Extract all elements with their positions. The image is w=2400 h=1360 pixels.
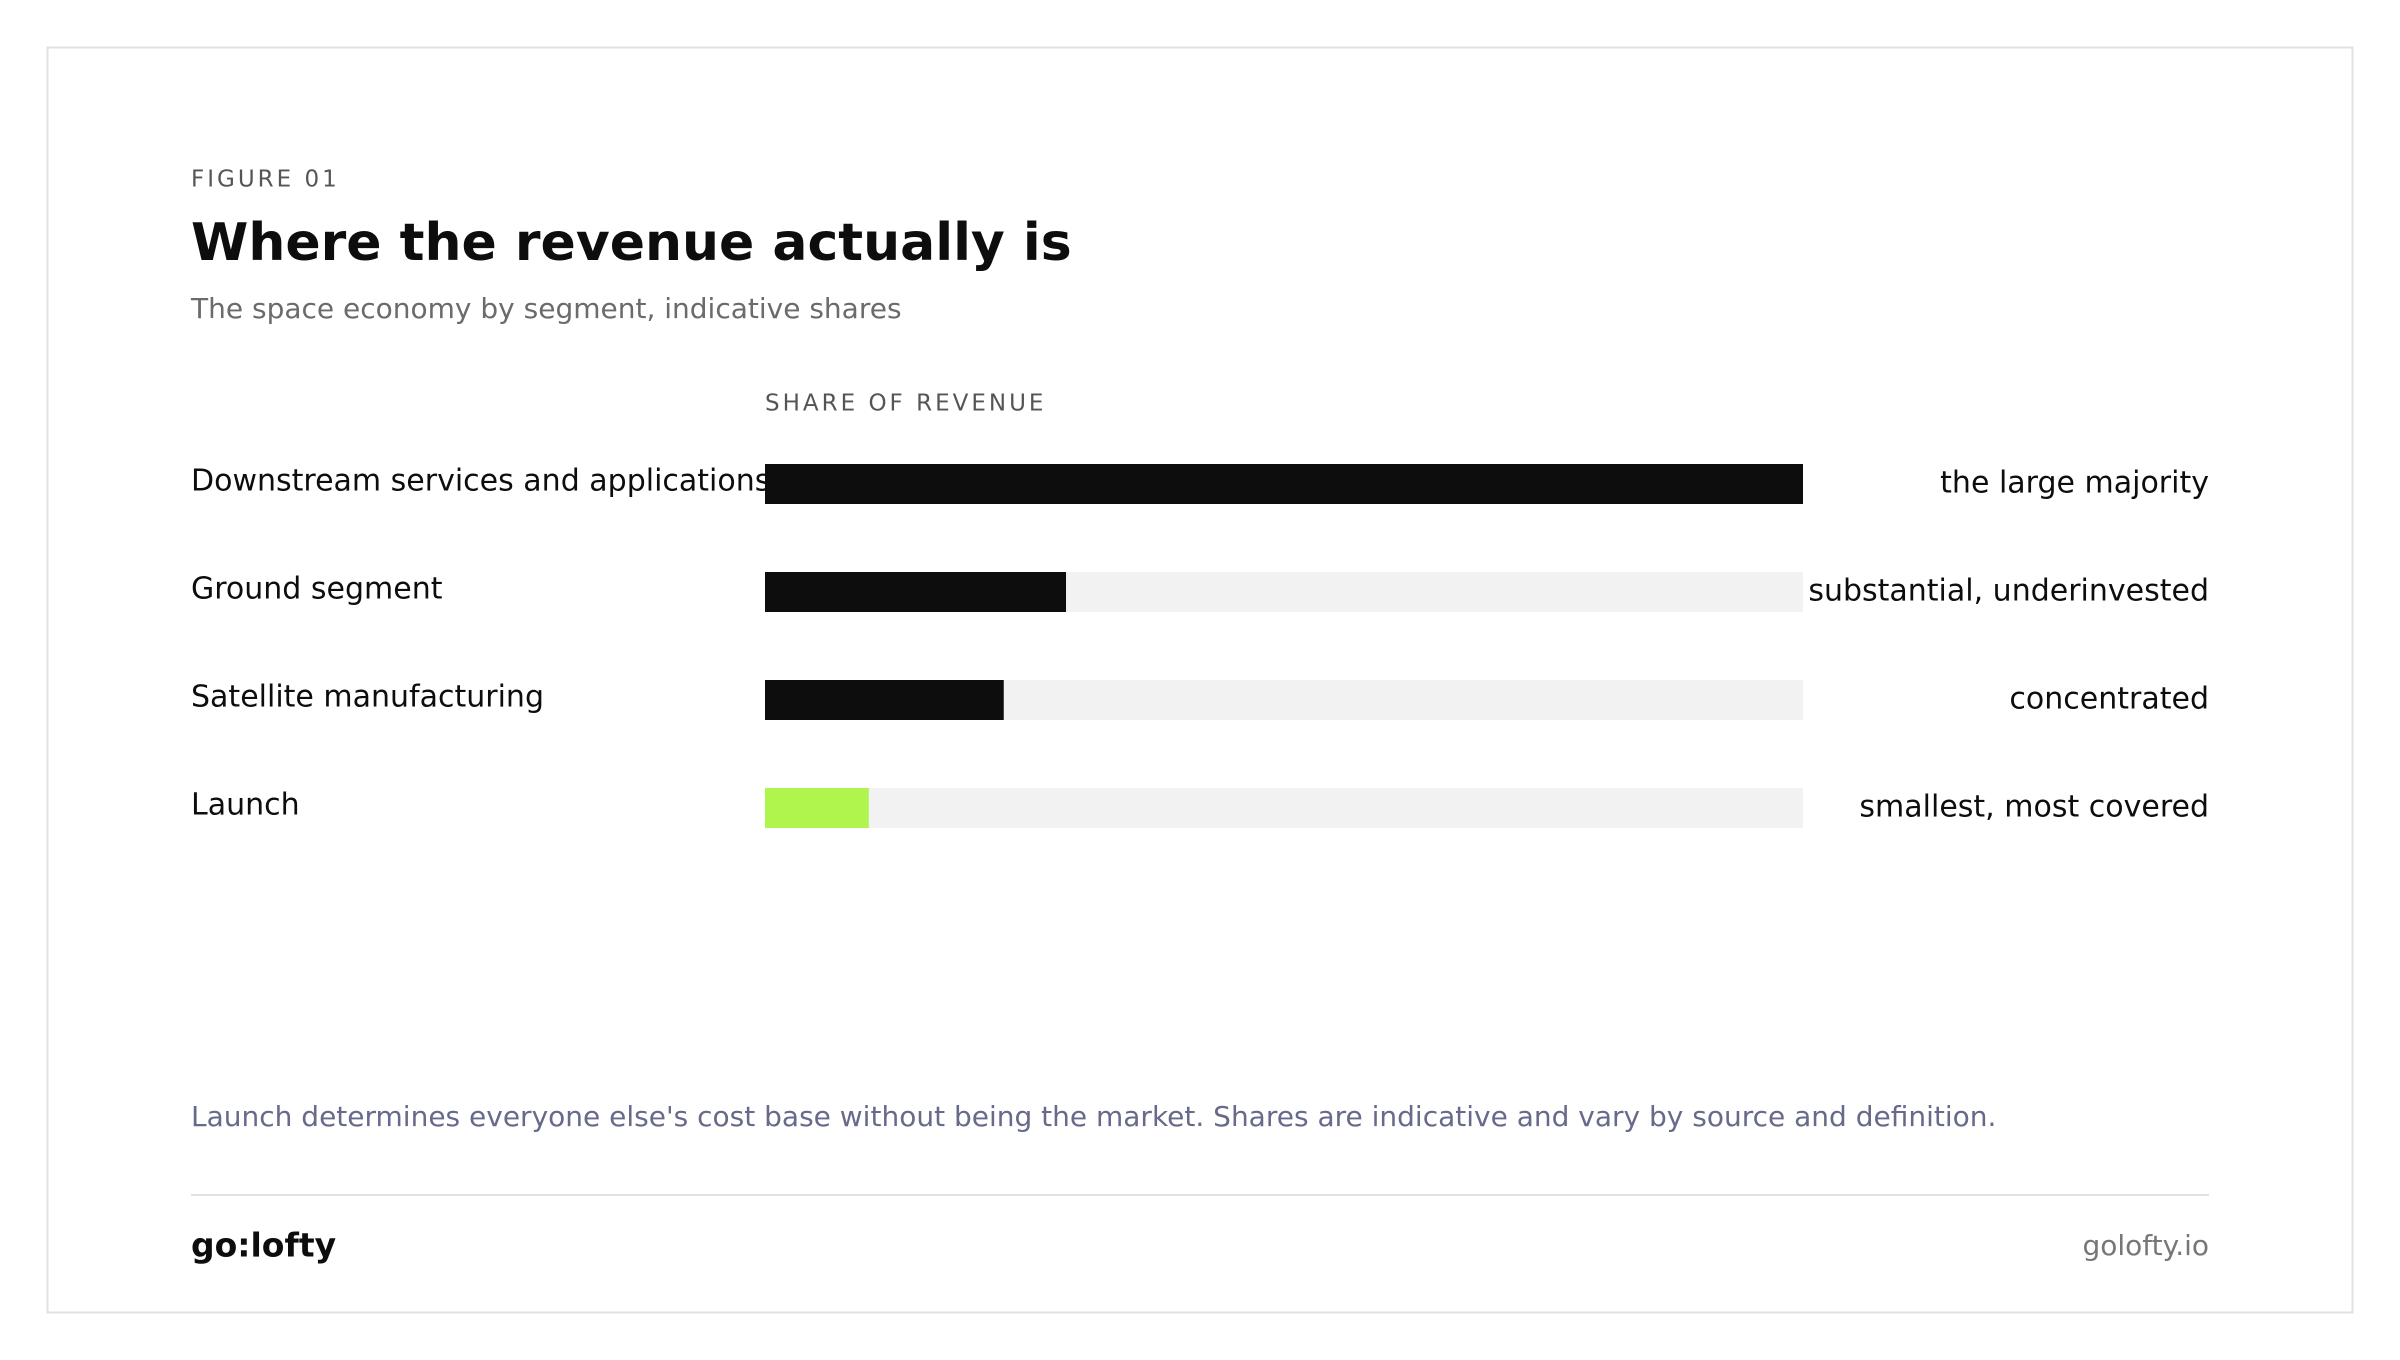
logo: go:lofty (191, 1226, 336, 1265)
category-label: Satellite manufacturing (191, 680, 544, 715)
bar (765, 680, 1004, 720)
category-label: Launch (191, 788, 300, 823)
bar (765, 464, 1803, 504)
bar-note: substantial, underinvested (1808, 574, 2209, 609)
bar-note: concentrated (2009, 682, 2209, 717)
bar (765, 788, 869, 828)
axis-label: SHARE OF REVENUE (765, 391, 1046, 417)
bar (765, 572, 1067, 612)
footer-url: golofty.io (2082, 1229, 2209, 1262)
category-label: Downstream services and applications (191, 464, 770, 499)
bar-note: smallest, most covered (1859, 790, 2209, 825)
bar-note: the large majority (1940, 466, 2209, 501)
footnote: Launch determines everyone else's cost b… (191, 1100, 1996, 1133)
bar-track (765, 788, 1803, 828)
chart-title: Where the revenue actually is (191, 213, 1072, 273)
subtitle: The space economy by segment, indicative… (190, 292, 902, 325)
eyebrow: FIGURE 01 (191, 167, 340, 193)
category-label: Ground segment (191, 572, 443, 607)
